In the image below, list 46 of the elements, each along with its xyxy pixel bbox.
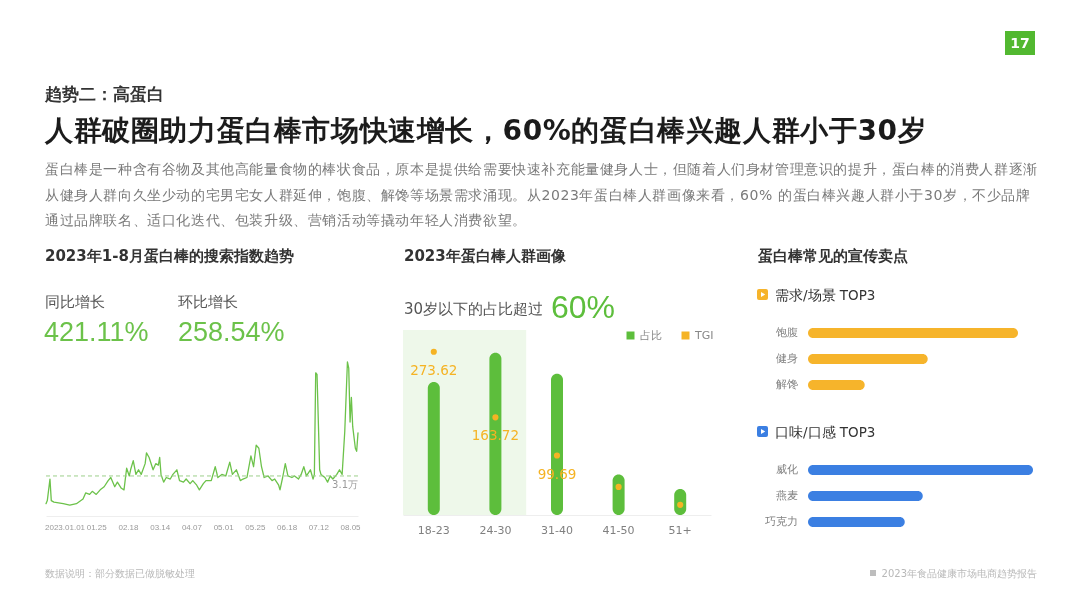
text: 258.54% (178, 317, 285, 347)
x-tick-label: 02.18 (118, 522, 140, 532)
text: 17 (1010, 35, 1030, 51)
x-tick-label: 06.18 (277, 522, 298, 532)
x-tick-label: 07.12 (308, 522, 330, 532)
chart-title: 蛋白棒常见的宣传卖点 (758, 247, 908, 265)
x-tick-label: 03.14 (150, 522, 171, 532)
y-tick-label: 巧克力 (764, 515, 798, 528)
x-tick-label: 05.25 (245, 522, 266, 532)
text: 数据说明：部分数据已做脱敏处理 (45, 568, 195, 579)
x-tick-label: 05.01 (213, 522, 235, 532)
point (553, 452, 561, 459)
x-tick-label: 08.05 (340, 522, 362, 532)
text: 环比增长 (178, 293, 238, 311)
point (492, 414, 499, 421)
point (430, 348, 437, 355)
x-tick-label: 51+ (668, 523, 692, 537)
x-tick-label: 2023.01.01 (44, 522, 86, 532)
data-label: 273.62 (410, 361, 458, 378)
x-tick-label: 41-50 (602, 523, 635, 537)
text: 蛋白棒是一种含有谷物及其他高能量食物的棒状食品，原本是提供给需要快速补充能量健身人士，但随着人们身材管理意识的提升，蛋白棒的消费人群逐渐从健身人群向久坐少动的宅男宅女人群延伸，饱腹、解馋等场景需求涌现。从2023年蛋白棒人群画像来看，60% 的蛋白棒兴趣人群小于30岁，不少品牌通过品牌联名、适口化迭代、包装升级、营销活动等撬动年轻人消费欲望。 (45, 161, 1038, 228)
y-tick-label: 燕麦 (775, 489, 798, 502)
y-tick-label: 健身 (775, 352, 798, 365)
ref-line-label: 3.1万 (332, 478, 358, 490)
bar (427, 381, 440, 515)
text: 421.11% (44, 317, 149, 347)
x-tick-label: 04.07 (181, 522, 203, 532)
chart-title: 口味/口感 TOP3 (775, 424, 876, 440)
chart-title: 2023年1-8月蛋白棒的搜索指数趋势 (45, 247, 294, 265)
text: 同比增长 (45, 293, 105, 311)
text: 60% (551, 289, 616, 325)
x-tick-label: 01.25 (86, 522, 108, 532)
y-tick-label: 威化 (775, 463, 798, 476)
text: 趋势二：高蛋白 (45, 84, 164, 104)
chart-title: 2023年蛋白棒人群画像 (404, 247, 566, 265)
chart-subtitle: 需求/场景 TOP3 (775, 287, 876, 303)
x-tick-label: 24-30 (479, 523, 512, 537)
text: 人群破圈助力蛋白棒市场快速增长，60%的蛋白棒兴趣人群小于30岁 (45, 114, 927, 147)
y-tick-label: 解馋 (775, 378, 798, 391)
x-tick-label: 31-40 (541, 523, 573, 537)
legend-label: TGI (694, 328, 714, 342)
y-tick-label: 饱腹 (774, 326, 798, 339)
point (615, 483, 622, 491)
x-tick-label: 18-23 (417, 523, 450, 537)
legend-label: 占比 (640, 328, 662, 342)
text: 30岁以下的占比超过 (404, 300, 544, 318)
